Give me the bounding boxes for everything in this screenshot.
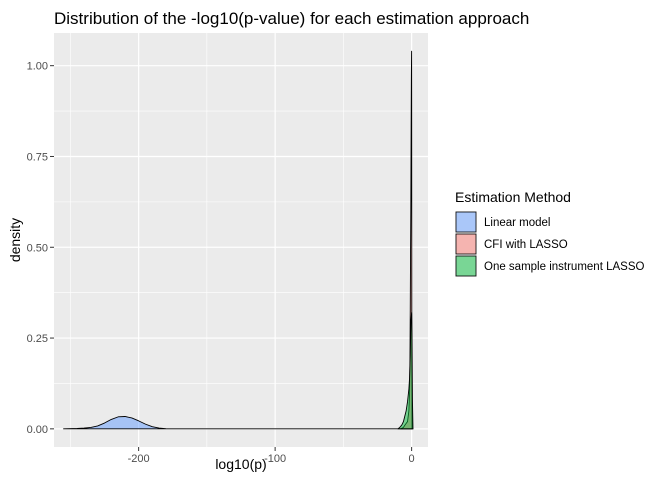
legend-items: Linear model CFI with LASSO One sample ins… xyxy=(455,211,644,277)
y-axis-title: density xyxy=(7,218,23,262)
y-axis-tick-label: 0.00 xyxy=(27,424,48,436)
legend-title: Estimation Method xyxy=(455,189,571,205)
y-axis-tick-label: 0.50 xyxy=(27,242,48,254)
legend: Estimation Method Linear model CFI with L… xyxy=(455,189,644,277)
x-axis-tick-label: -100 xyxy=(264,453,286,465)
legend-key-swatch xyxy=(455,255,477,277)
chart-title: Distribution of the -log10(p-value) for … xyxy=(54,9,529,28)
density-areas xyxy=(63,50,414,430)
y-axis-tick-label: 0.25 xyxy=(27,333,48,345)
legend-label: One sample instrument LASSO xyxy=(484,261,644,273)
x-axis-tick-label: 0 xyxy=(409,453,415,465)
x-axis-title: log10(p) xyxy=(215,456,266,472)
legend-key-swatch xyxy=(455,211,477,233)
x-axis: -200 -100 0 xyxy=(128,447,415,465)
y-axis: 0.00 0.25 0.50 0.75 1.00 xyxy=(27,61,54,436)
legend-key-swatch xyxy=(455,233,477,255)
plot-panel xyxy=(54,33,428,447)
y-axis-tick-label: 1.00 xyxy=(27,61,48,73)
density-area-series-3 xyxy=(397,312,414,430)
y-axis-tick-label: 0.75 xyxy=(27,151,48,163)
x-axis-tick-label: -200 xyxy=(128,453,150,465)
legend-label: CFI with LASSO xyxy=(484,239,568,251)
legend-label: Linear model xyxy=(484,217,550,229)
